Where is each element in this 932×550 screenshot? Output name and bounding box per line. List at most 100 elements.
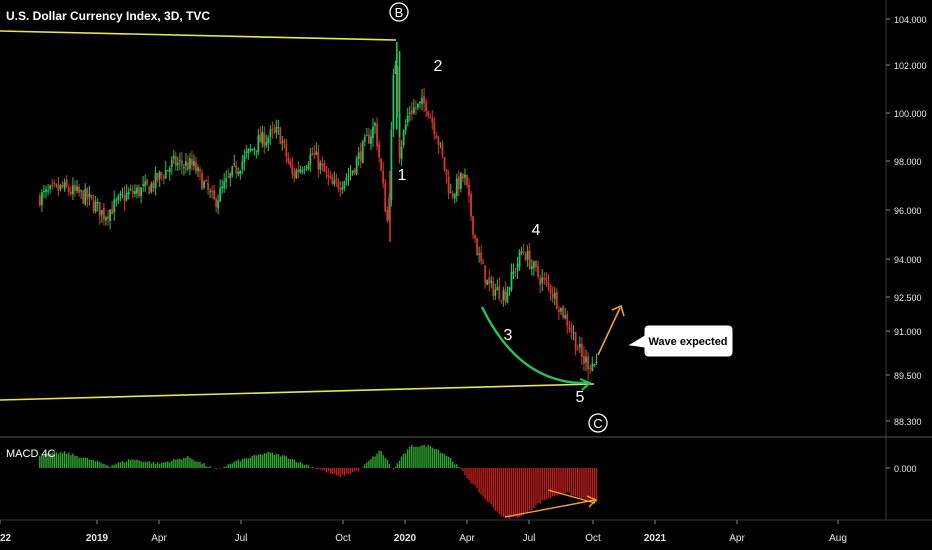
- candle-body: [84, 188, 87, 205]
- candle-body: [478, 253, 481, 255]
- candle-body: [453, 194, 456, 199]
- candle-body: [243, 155, 246, 163]
- candle-body: [166, 170, 169, 172]
- candle-body: [492, 281, 495, 297]
- candle-body: [57, 185, 60, 191]
- candle-body: [49, 185, 52, 189]
- macd-arrow-head: [586, 495, 598, 508]
- candle-body: [562, 305, 564, 318]
- callout-box: [628, 325, 733, 357]
- candle-body: [109, 209, 111, 222]
- candle-body: [311, 153, 314, 155]
- candle-body: [591, 363, 594, 371]
- candle-body: [494, 289, 497, 296]
- candle-body: [38, 195, 41, 206]
- candle-body: [423, 96, 425, 104]
- candle-body: [462, 174, 464, 179]
- candle-body: [219, 187, 222, 202]
- candle-body: [136, 187, 138, 194]
- candle-body: [241, 161, 244, 170]
- candle-body: [317, 152, 320, 170]
- candle-body: [408, 112, 411, 114]
- candle-body: [359, 151, 362, 162]
- candle-body: [412, 107, 415, 114]
- candle-body: [231, 166, 234, 176]
- candle-body: [537, 266, 539, 277]
- candle-body: [522, 251, 525, 253]
- candle-body: [59, 184, 62, 189]
- candle-body: [404, 124, 407, 132]
- candle-body: [207, 183, 209, 190]
- candle-body: [53, 182, 56, 185]
- candle-body: [275, 127, 278, 133]
- candle-body: [551, 294, 554, 298]
- candle-body: [589, 367, 592, 369]
- candle-body: [578, 344, 581, 348]
- time-tick-label: 2021: [644, 533, 667, 544]
- candle-body: [249, 148, 252, 150]
- candle-body: [174, 156, 177, 167]
- candle-body: [279, 128, 282, 145]
- candle-body: [421, 97, 423, 104]
- candle-body: [566, 313, 569, 326]
- price-tick-label: 88.300: [894, 417, 922, 427]
- candle-body: [549, 285, 552, 294]
- candle-body: [378, 144, 381, 158]
- circled-label-c: C: [593, 416, 602, 431]
- callout-text: Wave expected: [648, 336, 727, 348]
- candle-body: [415, 107, 417, 109]
- candle-body: [193, 160, 195, 167]
- candle-body: [172, 155, 175, 159]
- candle-body: [357, 152, 360, 160]
- candle-body: [105, 217, 107, 221]
- candle-body: [553, 292, 556, 299]
- candle-body: [229, 173, 232, 179]
- candle-body: [115, 199, 118, 201]
- candle-body: [441, 144, 444, 156]
- candle-body: [353, 169, 356, 173]
- candle-body: [327, 174, 330, 177]
- time-tick-label: 2022: [0, 533, 12, 544]
- candle-body: [307, 164, 310, 169]
- candle-body: [255, 150, 258, 152]
- candle-body: [233, 163, 236, 165]
- candle-body: [251, 149, 254, 151]
- candle-body: [595, 361, 598, 363]
- candle-body: [313, 153, 316, 155]
- candle-body: [162, 176, 165, 179]
- candle-body: [474, 235, 476, 239]
- price-tick-label: 96.000: [894, 206, 922, 216]
- candle-body: [394, 64, 397, 75]
- candle-body: [201, 173, 203, 190]
- candle-body: [309, 154, 312, 165]
- candle-body: [102, 207, 105, 220]
- candle-body: [488, 277, 491, 284]
- candle-body: [376, 123, 378, 147]
- price-tick-label: 94.000: [894, 255, 922, 265]
- candle-body: [555, 291, 558, 309]
- candle-body: [417, 103, 419, 108]
- candle-body: [67, 187, 70, 192]
- candle-body: [40, 192, 43, 206]
- candle-body: [502, 290, 505, 300]
- candle-body: [355, 158, 358, 175]
- candle-body: [580, 343, 583, 357]
- candle-body: [215, 198, 218, 207]
- macd-indicator-label: MACD 4C: [6, 448, 56, 460]
- candle-body: [55, 184, 58, 186]
- candle-body: [261, 131, 264, 144]
- candle-body: [125, 192, 128, 200]
- wave-label-4: 4: [532, 222, 541, 239]
- wave-3-5-arc: [480, 306, 589, 385]
- candle-body: [269, 129, 272, 137]
- candle-body: [119, 193, 122, 196]
- candle-body: [535, 261, 537, 268]
- price-tick-label: 102.000: [894, 61, 927, 71]
- candle-body: [65, 179, 68, 187]
- candle-body: [158, 171, 161, 179]
- candle-body: [570, 327, 573, 333]
- candle-body: [164, 169, 167, 179]
- candle-body: [518, 251, 521, 267]
- chart-title: U.S. Dollar Currency Index, 3D, TVC: [6, 9, 211, 23]
